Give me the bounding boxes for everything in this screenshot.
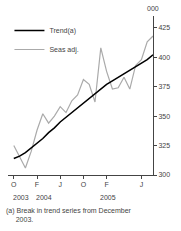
svg-text:2003: 2003: [13, 194, 29, 201]
svg-text:J: J: [58, 181, 62, 188]
svg-text:Trend(a): Trend(a): [49, 27, 76, 35]
svg-text:J: J: [140, 181, 144, 188]
svg-text:375: 375: [158, 83, 170, 90]
svg-text:O: O: [11, 181, 17, 188]
svg-text:400: 400: [158, 54, 170, 61]
svg-text:(a) Break in trend series from: (a) Break in trend series from December: [6, 207, 132, 215]
svg-text:425: 425: [158, 24, 170, 31]
svg-text:000: 000: [147, 5, 159, 12]
svg-text:2005: 2005: [100, 194, 116, 201]
svg-text:325: 325: [158, 142, 170, 149]
svg-text:O: O: [81, 181, 87, 188]
svg-text:Seas adj.: Seas adj.: [49, 46, 78, 54]
svg-text:2003.: 2003.: [6, 216, 33, 223]
svg-text:F: F: [104, 181, 108, 188]
svg-text:300: 300: [158, 171, 170, 178]
svg-text:350: 350: [158, 113, 170, 120]
svg-text:F: F: [35, 181, 39, 188]
svg-text:2004: 2004: [36, 194, 52, 201]
